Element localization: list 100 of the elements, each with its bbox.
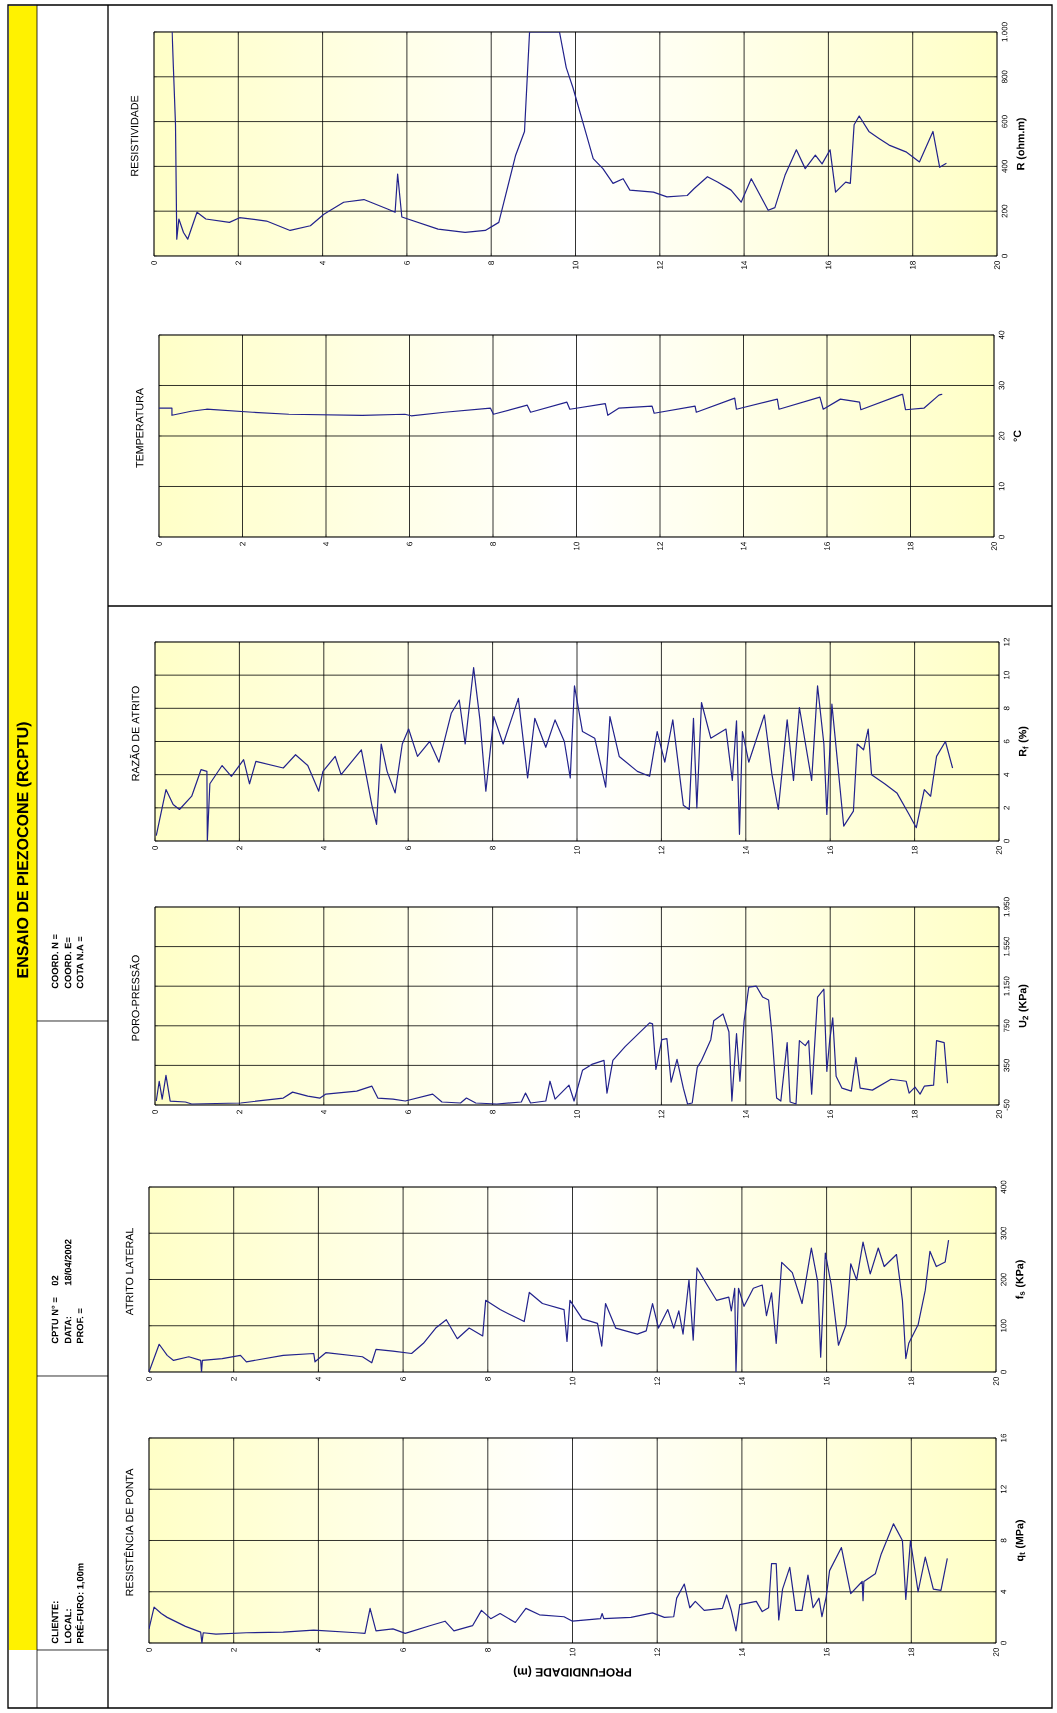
line-series [149,1239,950,1372]
y-tick-label: 2 [1003,805,1010,810]
line-series [155,667,954,841]
x-tick-label: 8 [489,1110,496,1114]
x-tick-label: 6 [400,1648,406,1652]
x-tick-label: 14 [743,1109,749,1118]
x-tick-label: 14 [741,260,747,269]
x-tick-label: 8 [490,542,496,546]
text: PORO-PRESSÃO [129,955,140,1041]
x-tick-label: 14 [739,1647,745,1656]
text: RAZÃO DE ATRITO [129,686,140,781]
y-tick-label: 1.550 [1003,936,1010,956]
x-tick-label: 0 [152,1110,158,1114]
y-tick-label: 1.950 [1003,897,1010,917]
x-tick-label: 18 [908,1648,915,1656]
x-tick-label: 6 [405,1110,412,1114]
y-axis-title: °C [1013,430,1022,442]
x-tick-label: 12 [658,846,665,854]
x-tick-label: 0 [152,846,158,850]
x-tick-label: 12 [654,1648,660,1656]
x-tick-label: 10 [572,261,579,269]
y-tick-label: 8 [1000,1538,1007,1543]
x-tick-label: 18 [911,1110,918,1118]
text: TEMPERATURA [135,388,144,468]
x-tick-label: 8 [488,261,495,265]
y-tick-label: 30 [998,381,1005,390]
x-tick-label: 14 [740,541,747,550]
text: CPTU N° = [51,1297,59,1344]
x-tick-label: 4 [321,1109,327,1114]
x-tick-label: 10 [569,1648,576,1656]
x-tick-label: 0 [146,1377,152,1381]
x-tick-label: 12 [657,261,663,269]
y-tick-label: 4 [1003,772,1010,777]
x-tick-label: 16 [824,542,830,550]
text: COORD. N = [51,934,59,989]
text: DATA: [64,1316,72,1344]
y-tick-label: 1.000 [1001,22,1008,42]
y-tick-label: 10 [1003,671,1010,679]
y-tick-label: 1.150 [1003,976,1010,996]
x-tick-label: 16 [827,846,834,854]
x-tick-label: 18 [908,1377,915,1385]
x-tick-label: 6 [406,542,413,546]
y-axis-title: R (ohm.m) [1016,118,1027,170]
x-tick-label: 12 [657,542,663,550]
x-tick-label: 4 [315,1376,322,1381]
line-series [149,1523,948,1643]
y-axis-title: q$_{t}$ (MPa) [1015,1520,1026,1561]
line-series [159,393,943,417]
x-tick-label: 2 [230,1648,237,1652]
x-tick-label: 8 [489,846,496,850]
x-tick-label: 6 [404,261,410,265]
x-axis-title: PROFUNDIDADE (m) [513,1665,632,1677]
text: COORD. E= [64,937,72,989]
line-series [155,985,949,1105]
y-tick-label: 0 [1001,254,1008,258]
text: RESISTÊNCIA DE PONTA [123,1468,134,1596]
text: 02 [51,1275,59,1286]
y-tick-label: 350 [1003,1059,1010,1072]
x-tick-label: 10 [569,1377,576,1385]
x-tick-label: 16 [823,1377,830,1385]
y-tick-label: 20 [998,431,1005,441]
x-tick-label: 12 [658,1110,665,1118]
y-axis-title: U$_{2}$ (KPa) [1018,984,1029,1028]
x-tick-label: 10 [573,542,580,550]
x-tick-label: 4 [315,1647,322,1652]
x-tick-label: 0 [146,1648,152,1652]
y-tick-label: 12 [1003,637,1010,646]
x-tick-label: 14 [743,845,749,854]
text: 18/04/2002 [64,1239,72,1286]
x-tick-label: 4 [321,845,327,850]
y-axis-title: R$_{f}$ (%) [1018,726,1029,757]
x-tick-label: 6 [405,846,412,850]
y-tick-label: 40 [998,330,1005,340]
y-tick-label: 200 [1000,1273,1007,1286]
x-tick-label: 12 [654,1377,660,1385]
y-tick-label: 4 [1000,1589,1007,1594]
y-tick-label: 100 [1000,1319,1007,1332]
y-tick-label: 300 [1000,1226,1007,1240]
text: ENSAIO DE PIEZOCONE (RCPTU) [16,722,32,978]
y-tick-label: 0 [1000,1370,1007,1374]
y-tick-label: 800 [1001,70,1008,84]
y-tick-label: 0 [1000,1641,1007,1645]
y-tick-label: 0 [1003,839,1010,843]
x-tick-label: 2 [230,1377,237,1381]
x-tick-label: 10 [574,846,580,854]
y-tick-label: 600 [1001,115,1008,128]
y-tick-label: 200 [1001,204,1008,218]
text: ATRITO LATERAL [125,1227,134,1316]
x-tick-label: 2 [236,846,243,850]
x-tick-label: 2 [235,261,242,265]
x-tick-label: 0 [156,542,162,546]
x-tick-label: 6 [400,1377,406,1381]
text: PROF. = [76,1308,84,1344]
y-axis-title: f$_{s}$ (KPa) [1015,1260,1026,1300]
x-tick-label: 16 [827,1110,834,1118]
y-tick-label: 400 [1001,160,1008,173]
y-tick-label: -50 [1003,1099,1010,1111]
text: LOCAL: [64,1609,72,1644]
x-tick-label: 18 [909,261,916,269]
text: COTA N.A = [76,936,84,989]
